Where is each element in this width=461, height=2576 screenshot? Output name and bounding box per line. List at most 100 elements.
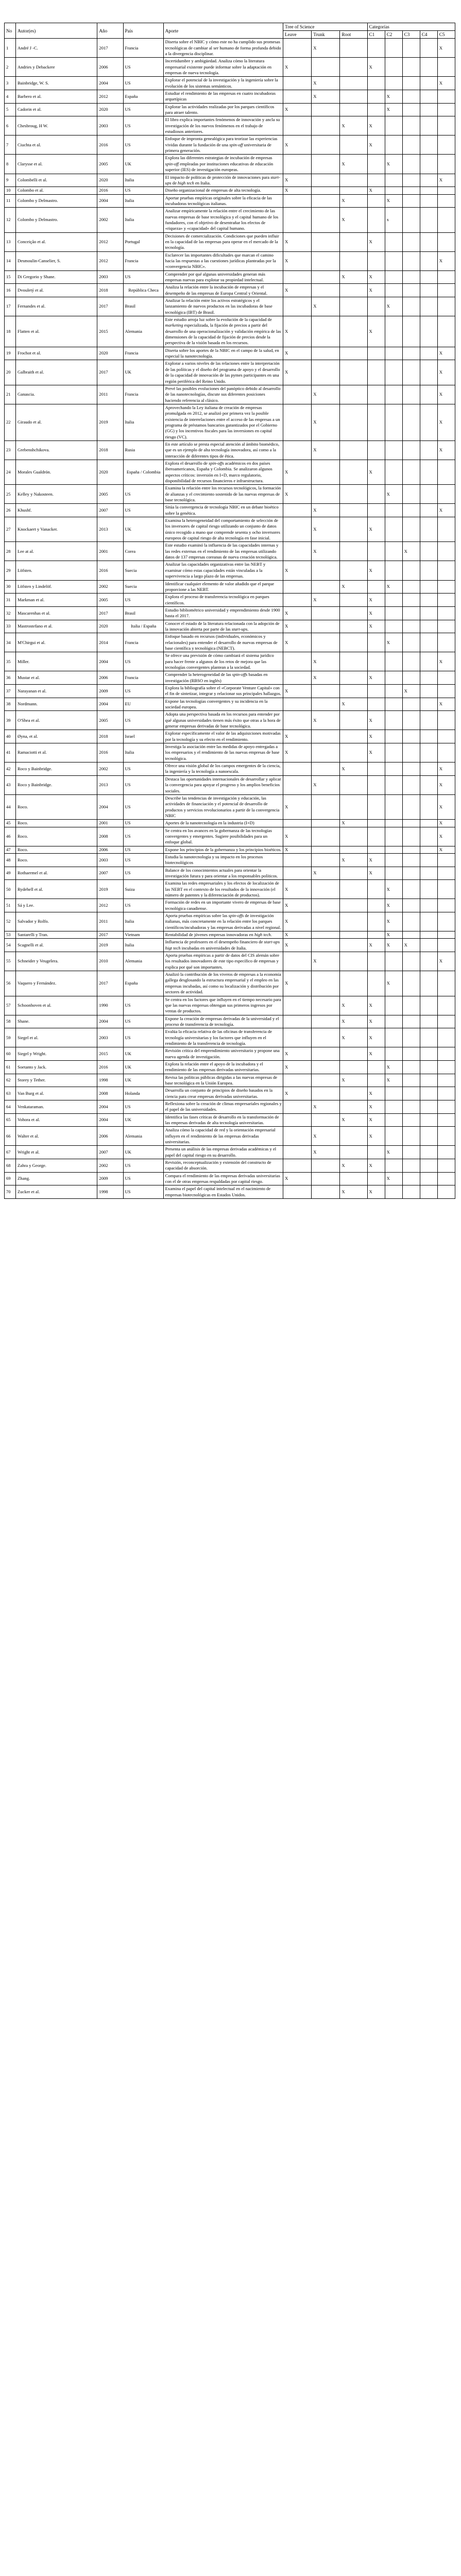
cell-trunk [311, 1014, 340, 1029]
cell-root [339, 710, 368, 731]
cell-c1 [367, 879, 385, 900]
cell-root [339, 879, 368, 900]
cell-country: US [123, 794, 164, 820]
cell-c1: X [367, 1159, 385, 1173]
cell-no: 1 [4, 38, 16, 58]
cell-c3 [402, 1159, 420, 1173]
cell-root [339, 912, 368, 932]
cell-author: Mastrostefano et al. [15, 619, 98, 634]
cell-country: US [123, 135, 164, 155]
cell-c2 [384, 866, 403, 880]
cell-no: 70 [4, 1185, 16, 1199]
cell-trunk [311, 194, 340, 208]
cell-country: Portugal [123, 232, 164, 252]
cell-country: US [123, 684, 164, 698]
cell-year: 2007 [97, 1145, 124, 1160]
cell-c3 [402, 912, 420, 932]
cell-c1: X [367, 561, 385, 581]
table-row: 26 Khushf. 2007 US Sitúa la convergencia de … [4, 503, 456, 518]
cell-c4 [419, 819, 438, 827]
cell-c3 [402, 484, 420, 504]
cell-c4 [419, 762, 438, 776]
cell-author: Ramaciotti et al. [15, 743, 98, 763]
cell-year: 2020 [97, 103, 124, 117]
cell-year: 2015 [97, 1047, 124, 1061]
cell-leave: X [283, 251, 312, 271]
cell-author: Colombo y Delmastro. [15, 194, 98, 208]
cell-trunk [311, 484, 340, 504]
cell-c4 [419, 633, 438, 653]
cell-leave [283, 1185, 312, 1199]
cell-country: UK [123, 1047, 164, 1061]
table-row: 30 Löfsten y Lindelöf. 2002 Suecia Identific… [4, 580, 456, 594]
cell-root [339, 459, 368, 485]
cell-country: Israel [123, 730, 164, 744]
cell-c5 [437, 633, 456, 653]
cell-country: Vietnam [123, 931, 164, 939]
cell-country: Francia [123, 38, 164, 58]
cell-c3 [402, 1145, 420, 1160]
cell-c2 [384, 684, 403, 698]
cell-root [339, 845, 368, 854]
cell-no: 27 [4, 517, 16, 543]
cell-c4 [419, 1185, 438, 1199]
cell-c5 [437, 90, 456, 104]
cell-country: US [123, 116, 164, 136]
cell-country: US [123, 845, 164, 854]
cell-author: Wright et al. [15, 1145, 98, 1160]
cell-year: 2009 [97, 684, 124, 698]
cell-c1: X [367, 606, 385, 620]
cell-country: UK [123, 1073, 164, 1088]
cell-c2: X [384, 1145, 403, 1160]
cell-year: 2001 [97, 819, 124, 827]
cell-country: US [123, 1185, 164, 1199]
cell-no: 39 [4, 710, 16, 731]
cell-country: US [123, 1028, 164, 1048]
cell-country: US [123, 270, 164, 284]
cell-author: Markman et al. [15, 593, 98, 607]
cell-c4 [419, 251, 438, 271]
cell-c2 [384, 762, 403, 776]
cell-c3 [402, 116, 420, 136]
cell-year: 2003 [97, 116, 124, 136]
cell-c4 [419, 1145, 438, 1160]
cell-trunk [311, 103, 340, 117]
cell-c1: X [367, 866, 385, 880]
cell-c4 [419, 710, 438, 731]
cell-c4 [419, 697, 438, 711]
cell-c2 [384, 1100, 403, 1114]
table-row: 49 Rothaermel et al. 2007 US Balance de los … [4, 866, 456, 880]
cell-country: US [123, 762, 164, 776]
cell-c2: X [384, 1172, 403, 1186]
cell-c5 [437, 232, 456, 252]
cell-leave [283, 1100, 312, 1114]
cell-trunk [311, 743, 340, 763]
cell-c4 [419, 1047, 438, 1061]
cell-c2: X [384, 1060, 403, 1074]
cell-leave: X [283, 845, 312, 854]
cell-author: Roco. [15, 826, 98, 846]
cell-contribution: Conocer el estado de la literatura relac… [163, 619, 284, 634]
cell-c3 [402, 775, 420, 795]
cell-c1: X [367, 1113, 385, 1127]
cell-root [339, 403, 368, 441]
cell-leave: X [283, 187, 312, 195]
cell-no: 31 [4, 593, 16, 607]
table-row: 33 Mastrostefano et al. 2020 Italia / Españ… [4, 619, 456, 634]
cell-c5 [437, 1159, 456, 1173]
table-row: 39 O'Shea et al. 2005 US Adopta una perspect… [4, 710, 456, 731]
cell-c1 [367, 297, 385, 317]
cell-year: 2004 [97, 76, 124, 91]
cell-country: Holanda [123, 1087, 164, 1100]
cell-contribution: Analizar empíricamente la relación entre… [163, 207, 284, 233]
cell-c5 [437, 912, 456, 932]
cell-contribution: Estudio bibliométrico universidad y empr… [163, 606, 284, 620]
cell-contribution: Estudia la nanotecnología y su impacto e… [163, 853, 284, 867]
cell-c1: X [367, 116, 385, 136]
cell-c2 [384, 360, 403, 385]
cell-leave: X [283, 173, 312, 188]
cell-root [339, 541, 368, 562]
cell-c3 [402, 652, 420, 672]
cell-root: X [339, 853, 368, 867]
cell-root [339, 931, 368, 939]
